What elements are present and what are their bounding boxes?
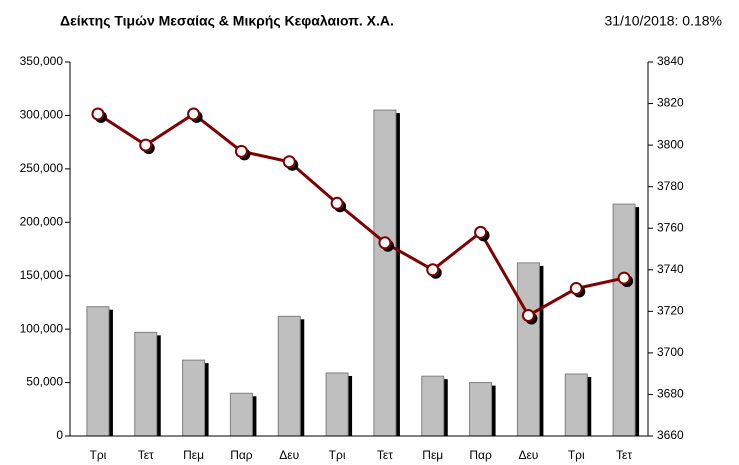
point	[378, 236, 392, 250]
y-tick-label: 250,000	[20, 161, 64, 175]
y-tick-label: 150,000	[20, 268, 64, 282]
x-tick-label: Τρι	[568, 448, 585, 462]
y2-tick-label: 3720	[657, 304, 684, 318]
bar	[86, 306, 110, 437]
point	[474, 225, 488, 239]
y2-tick-label: 3760	[657, 220, 684, 234]
bar	[421, 375, 445, 437]
point	[330, 196, 344, 210]
bar	[469, 382, 493, 437]
point	[426, 263, 440, 277]
y-tick-label: 300,000	[20, 108, 64, 122]
x-tick-label: Τετ	[138, 448, 154, 462]
chart-subtitle: 31/10/2018: 0.18%	[604, 13, 722, 29]
bar	[182, 359, 206, 437]
chart-title: Δείκτης Τιμών Μεσαίας & Μικρής Κεφαλαιοπ…	[60, 13, 394, 29]
y2-tick-label: 3740	[657, 262, 684, 276]
point	[91, 107, 105, 121]
bar	[516, 262, 540, 437]
point	[234, 144, 248, 158]
y-tick-label: 0	[56, 428, 63, 442]
x-tick-label: Τετ	[377, 448, 393, 462]
y2-tick-label: 3660	[657, 428, 684, 442]
bar	[612, 203, 636, 437]
point	[139, 138, 153, 152]
y2-tick-label: 3800	[657, 137, 684, 151]
line	[97, 112, 625, 318]
y2-tick-label: 3840	[657, 54, 684, 68]
point	[569, 281, 583, 295]
x-tick-label: Τρι	[329, 448, 346, 462]
bar	[373, 109, 397, 437]
x-tick-label: Παρ	[469, 448, 492, 462]
point	[282, 155, 296, 169]
x-tick-label: Πεμ	[183, 448, 204, 462]
x-tick-label: Τρι	[90, 448, 107, 462]
x-tick-label: Πεμ	[422, 448, 443, 462]
bar	[134, 331, 158, 437]
y2-tick-label: 3680	[657, 387, 684, 401]
bar	[564, 373, 588, 437]
y-tick-label: 50,000	[26, 375, 63, 389]
x-tick-label: Δευ	[518, 448, 538, 462]
bar	[277, 315, 301, 437]
y-tick-label: 100,000	[20, 321, 64, 335]
point	[617, 271, 631, 285]
x-tick-label: Παρ	[230, 448, 253, 462]
y-tick-label: 200,000	[20, 214, 64, 228]
y2-tick-label: 3780	[657, 179, 684, 193]
x-tick-label: Δευ	[279, 448, 299, 462]
y-tick-label: 350,000	[20, 54, 64, 68]
y2-tick-label: 3700	[657, 345, 684, 359]
y2-tick-label: 3820	[657, 96, 684, 110]
bar	[229, 392, 253, 437]
point	[187, 107, 201, 121]
point	[521, 308, 535, 322]
x-tick-label: Τετ	[616, 448, 632, 462]
bar	[325, 372, 349, 437]
